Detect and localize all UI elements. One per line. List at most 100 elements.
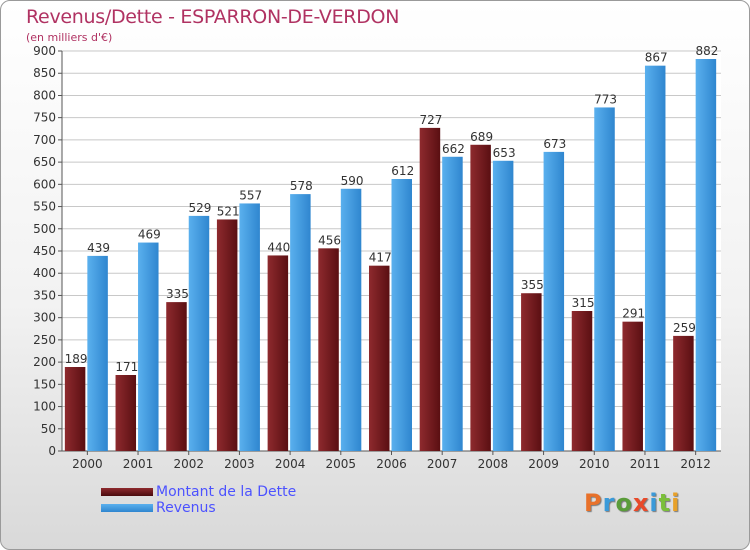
data-label-revenus: 612 [391, 164, 414, 178]
bar-dette [470, 144, 491, 451]
y-tick-label: 600 [33, 177, 56, 191]
logo-letter: x [632, 489, 650, 517]
bar-revenus [543, 151, 565, 451]
bar-dette [318, 248, 339, 451]
y-tick-label: 900 [33, 44, 56, 58]
x-tick-label: 2007 [427, 457, 458, 471]
chart-title: Revenus/Dette - ESPARRON-DE-VERDON [26, 6, 400, 28]
bar-revenus [644, 65, 666, 452]
data-label-dette: 689 [470, 130, 493, 144]
bar-revenus [340, 188, 362, 451]
x-tick-label: 2004 [275, 457, 306, 471]
data-label-revenus: 773 [594, 92, 617, 106]
data-label-revenus: 557 [239, 188, 262, 202]
data-label-revenus: 882 [695, 44, 718, 58]
bar-dette [216, 219, 238, 451]
data-label-revenus: 662 [442, 142, 465, 156]
y-tick-label: 650 [33, 155, 56, 169]
x-tick-label: 2003 [224, 457, 255, 471]
bar-dette [521, 293, 542, 451]
y-tick-label: 800 [33, 88, 56, 102]
logo-letter: t [658, 489, 672, 517]
bar-revenus [239, 203, 260, 451]
data-label-revenus: 590 [341, 174, 364, 188]
legend-swatch-revenus [101, 504, 153, 512]
x-tick-label: 2001 [123, 457, 154, 471]
x-tick-label: 2000 [72, 457, 103, 471]
data-label-dette: 259 [673, 321, 696, 335]
y-tick-label: 450 [33, 244, 56, 258]
y-tick-label: 300 [33, 311, 56, 325]
legend-label-revenus: Revenus [156, 500, 216, 516]
bar-revenus [594, 107, 615, 451]
logo-letter: r [602, 489, 616, 517]
data-label-revenus: 578 [290, 179, 313, 193]
y-tick-label: 150 [33, 377, 56, 391]
legend-swatch-dette [101, 488, 153, 496]
data-label-dette: 189 [65, 352, 88, 366]
data-label-dette: 355 [521, 278, 544, 292]
bar-revenus [138, 242, 159, 451]
x-tick-label: 2006 [376, 457, 407, 471]
data-label-revenus: 439 [87, 241, 110, 255]
bar-revenus [492, 160, 514, 451]
y-tick-label: 200 [33, 355, 56, 369]
bar-dette [622, 321, 643, 451]
proxiti-logo: Proxiti [584, 489, 680, 517]
x-tick-label: 2005 [326, 457, 357, 471]
data-label-dette: 417 [369, 251, 392, 265]
bar-revenus [188, 215, 210, 451]
data-label-revenus: 469 [138, 228, 161, 242]
y-tick-label: 350 [33, 288, 56, 302]
logo-letter: i [671, 489, 681, 517]
y-tick-label: 0 [48, 444, 56, 458]
logo-letter: P [584, 489, 603, 517]
bar-dette [673, 335, 694, 451]
bar-dette [419, 127, 441, 451]
bar-revenus [87, 255, 108, 451]
y-tick-label: 50 [41, 422, 56, 436]
x-tick-label: 2012 [680, 457, 711, 471]
logo-letter: i [649, 489, 659, 517]
data-label-revenus: 529 [189, 201, 212, 215]
data-label-revenus: 673 [543, 137, 566, 151]
chart-subtitle: (en milliers d'€) [26, 31, 113, 44]
bar-dette [571, 311, 593, 451]
y-tick-label: 500 [33, 222, 56, 236]
bar-dette [166, 302, 187, 451]
bar-dette [267, 255, 289, 451]
legend-label-dette: Montant de la Dette [156, 484, 297, 500]
x-tick-label: 2010 [579, 457, 610, 471]
data-label-dette: 315 [572, 296, 595, 310]
data-label-dette: 456 [318, 233, 341, 247]
data-label-dette: 521 [217, 204, 240, 218]
data-label-dette: 440 [267, 240, 290, 254]
y-tick-label: 750 [33, 111, 56, 125]
x-tick-label: 2011 [630, 457, 661, 471]
data-label-dette: 335 [166, 287, 189, 301]
bar-revenus [290, 194, 311, 451]
x-tick-label: 2009 [528, 457, 559, 471]
data-label-dette: 291 [622, 307, 645, 321]
data-label-revenus: 653 [493, 146, 516, 160]
bar-revenus [391, 179, 412, 451]
data-label-dette: 727 [419, 113, 442, 127]
y-tick-label: 400 [33, 266, 56, 280]
bar-revenus [442, 156, 463, 451]
logo-letter: o [615, 489, 633, 517]
y-tick-label: 250 [33, 333, 56, 347]
bar-dette [115, 375, 137, 451]
y-tick-label: 850 [33, 66, 56, 80]
y-tick-label: 100 [33, 400, 56, 414]
bar-dette [64, 367, 86, 451]
y-tick-label: 550 [33, 200, 56, 214]
y-tick-label: 700 [33, 133, 56, 147]
bar-revenus [695, 59, 717, 451]
data-label-dette: 171 [115, 360, 138, 374]
data-label-revenus: 867 [645, 51, 668, 65]
bar-dette [369, 265, 390, 451]
x-tick-label: 2002 [173, 457, 204, 471]
x-tick-label: 2008 [478, 457, 509, 471]
